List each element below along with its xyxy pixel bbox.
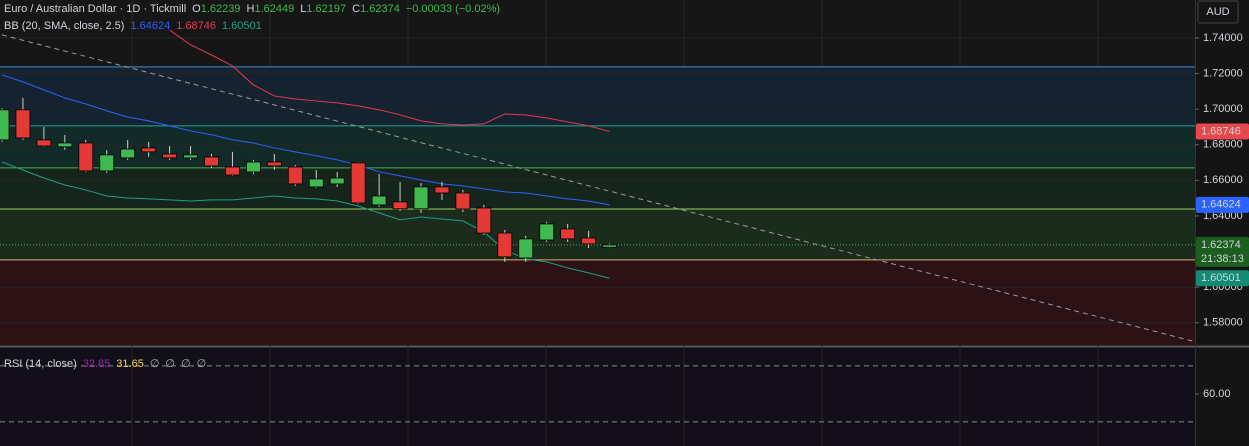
candle-body	[225, 166, 240, 176]
candle-body	[560, 228, 576, 240]
bb-lower-label-box	[1196, 270, 1249, 287]
symbol-title: Euro / Australian Dollar · 1D · Tickmill	[4, 3, 186, 15]
zone	[0, 208, 1195, 260]
y-tick-label: 1.68000	[1203, 139, 1243, 151]
candle-body	[371, 195, 387, 206]
y-tick-label: 1.74000	[1203, 32, 1243, 44]
bb-legend: BB (20, SMA, close, 2.5) 1.64624 1.68746 1.…	[4, 20, 262, 32]
ohlc-value: 1.62449	[254, 3, 294, 15]
bb-lower-label: 1.60501	[1201, 272, 1241, 284]
ohlc-letter: L	[300, 3, 306, 15]
rsi-legend: RSI (14, close) 32.85 31.65 ∅ ∅ ∅ ∅	[4, 358, 206, 370]
candle-body	[36, 139, 52, 147]
candle-body	[141, 147, 157, 153]
ohlc-value: 1.62374	[360, 3, 400, 15]
rsi-label: RSI (14, close)	[4, 358, 77, 370]
y-tick-label: 1.58000	[1203, 317, 1243, 329]
header: Euro / Australian Dollar · 1D · Tickmill…	[4, 3, 500, 15]
bb-label: BB (20, SMA, close, 2.5)	[4, 20, 124, 32]
y-tick-label: 60.00	[1203, 388, 1231, 400]
bb-line	[1, 74, 610, 206]
candle-body	[99, 154, 115, 172]
zone	[0, 125, 1195, 168]
countdown: 21:38:13	[1201, 253, 1244, 265]
candle-body	[162, 153, 178, 159]
unit-box	[1197, 0, 1239, 24]
bb-value: 1.64624	[130, 20, 170, 32]
rsi-value: ∅	[150, 358, 160, 370]
candle-body	[287, 166, 303, 185]
candle-body	[183, 154, 198, 159]
ohlc-value: 1.62197	[306, 3, 346, 15]
candle-body	[539, 223, 555, 241]
rsi-pane	[0, 348, 1195, 446]
candle-body	[78, 142, 94, 172]
bb-value: 1.60501	[222, 20, 262, 32]
bb-line	[169, 29, 610, 132]
bb-basis-label: 1.64624	[1201, 199, 1241, 211]
candle-body	[0, 109, 10, 141]
candle-body	[350, 162, 366, 204]
candle-body	[413, 186, 429, 210]
change: −0.00033 (−0.02%)	[406, 3, 500, 15]
candle-body	[455, 192, 471, 210]
rsi-value: 32.85	[83, 358, 111, 370]
candle-body	[245, 161, 261, 173]
ohlc-letter: O	[192, 3, 201, 15]
candle-body	[581, 237, 596, 245]
candle-body	[392, 201, 408, 210]
last-price-label: 1.62374	[1201, 239, 1241, 251]
rsi-value: ∅	[181, 358, 191, 370]
last-price-box	[1196, 236, 1249, 267]
candle-body	[434, 186, 450, 194]
zone	[0, 66, 1195, 126]
rsi-value: 31.65	[116, 358, 144, 370]
candle-body	[308, 178, 324, 188]
candle-body	[518, 238, 534, 259]
candle-body	[57, 142, 73, 148]
candle-body	[204, 156, 219, 167]
bb-upper-label-box	[1196, 123, 1249, 140]
y-tick-label: 1.66000	[1203, 174, 1243, 186]
y-tick-label: 1.70000	[1203, 103, 1243, 115]
ohlc-letter: H	[247, 3, 255, 15]
y-tick-label: 1.64000	[1203, 210, 1243, 222]
rsi-value: ∅	[165, 358, 175, 370]
candle-body	[329, 177, 345, 185]
y-tick-label: 1.72000	[1203, 67, 1243, 79]
bb-upper-label: 1.68746	[1201, 125, 1241, 137]
candle-body	[497, 232, 513, 258]
candle-body	[476, 207, 492, 234]
bb-basis-label-box	[1196, 196, 1249, 213]
ohlc-value: 1.62239	[201, 3, 241, 15]
axis-unit: AUD	[1206, 6, 1229, 18]
zone	[0, 259, 1195, 345]
price-axis	[1195, 0, 1249, 446]
candle-body	[602, 244, 617, 248]
candle-body	[266, 161, 282, 167]
ohlc-letter: C	[352, 3, 360, 15]
rsi-value: ∅	[197, 358, 207, 370]
trendline	[1, 34, 1197, 343]
bb-value: 1.68746	[176, 20, 216, 32]
candle-body	[15, 109, 31, 139]
candle-body	[120, 148, 136, 159]
